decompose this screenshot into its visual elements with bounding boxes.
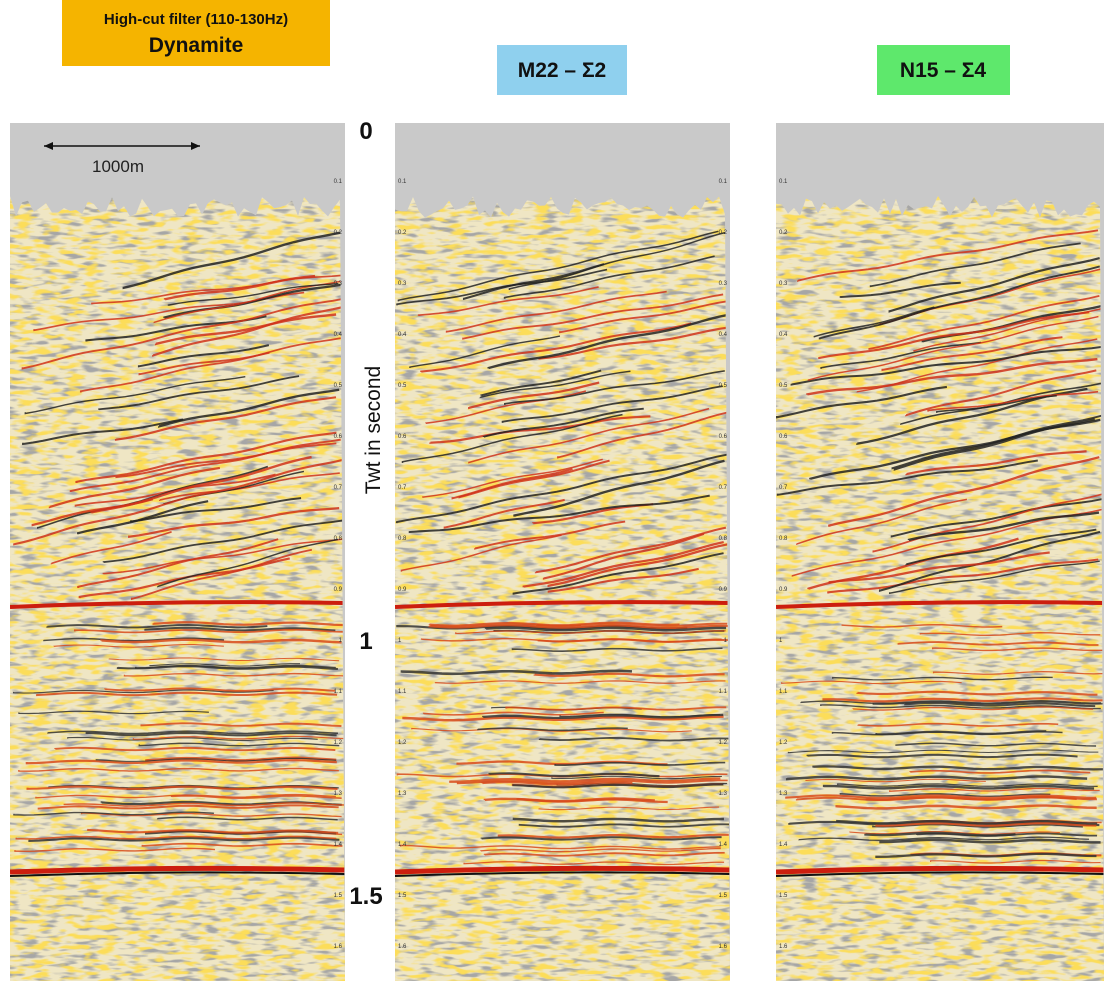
minor-tick-label: 0.8 [334, 536, 343, 542]
filter-note: High-cut filter (110-130Hz) [104, 11, 288, 28]
seismic-panel: 0.10.20.30.40.50.60.70.80.911.11.21.31.4… [776, 123, 1104, 981]
panel-label: M22 – Σ2 [518, 59, 606, 82]
major-tick-label: 1 [359, 628, 372, 655]
minor-tick-label: 0.1 [719, 179, 728, 185]
minor-tick-label: 0.8 [779, 536, 788, 542]
minor-tick-label: 1.1 [719, 689, 728, 695]
minor-tick-label: 0.1 [398, 179, 407, 185]
minor-tick-label: 1.6 [719, 944, 728, 950]
minor-tick-label: 0.3 [719, 281, 728, 287]
minor-tick-label: 1.5 [779, 893, 788, 899]
minor-tick-label: 1.5 [719, 893, 728, 899]
minor-tick-label: 0.4 [334, 332, 343, 338]
minor-tick-label: 0.8 [719, 536, 728, 542]
minor-tick-label: 0.7 [334, 485, 343, 491]
minor-tick-label: 1.5 [334, 893, 343, 899]
panels: 0.1 0.2 0.3 0.4 0.5 0.6 0.7 0.8 0.9 1 1.1 1.2 1.3 1.4… [10, 123, 1104, 981]
minor-tick-label: 1.4 [398, 842, 407, 848]
major-tick-label: 1.5 [349, 883, 382, 910]
minor-tick-label: 0.5 [334, 383, 343, 389]
minor-tick-label: 1.6 [334, 944, 343, 950]
minor-tick-label: 0.3 [334, 281, 343, 287]
texture [776, 190, 1104, 981]
minor-tick-label: 1.2 [334, 740, 343, 746]
minor-tick-label: 0.9 [779, 587, 788, 593]
panel-label: Dynamite [149, 34, 244, 57]
minor-tick-label: 1.4 [719, 842, 728, 848]
minor-tick-label: 1.5 [398, 893, 407, 899]
scale-label: 1000m [92, 157, 144, 176]
minor-tick-label: 1.1 [398, 689, 407, 695]
seismic-panel: 0.1 0.1 0.2 0.2 0.3 0.3 0.4 0.4 0.5 0.5 0.6 0.6 0.7 0… [395, 123, 730, 981]
seismic-panel: 0.10.20.30.40.50.60.70.80.911.11.21.31.4… [10, 123, 345, 981]
minor-tick-label: 0.5 [719, 383, 728, 389]
minor-tick-label: 1.3 [779, 791, 788, 797]
minor-tick-label: 1.6 [779, 944, 788, 950]
texture [395, 190, 730, 981]
minor-tick-label: 1.2 [719, 740, 728, 746]
minor-tick-label: 0.2 [334, 230, 343, 236]
minor-tick-label: 0.3 [779, 281, 788, 287]
minor-tick-label: 0.8 [398, 536, 407, 542]
panel-label: N15 – Σ4 [900, 59, 986, 82]
minor-tick-label: 1.3 [719, 791, 728, 797]
minor-tick-label: 0.1 [779, 179, 788, 185]
minor-tick-label: 0.4 [719, 332, 728, 338]
minor-tick-label: 0.2 [398, 230, 407, 236]
minor-tick-label: 1.4 [779, 842, 788, 848]
minor-tick-label: 0.7 [398, 485, 407, 491]
minor-tick-label: 1.3 [398, 791, 407, 797]
minor-tick-label: 0.5 [779, 383, 788, 389]
minor-tick-label: 1.2 [779, 740, 788, 746]
minor-tick-label: 1.2 [398, 740, 407, 746]
minor-tick-label: 0.6 [398, 434, 407, 440]
minor-tick-label: 0.2 [719, 230, 728, 236]
minor-tick-label: 1.1 [779, 689, 788, 695]
minor-tick-label: 0.6 [779, 434, 788, 440]
figure: High-cut filter (110-130Hz) Dynamite M22… [0, 0, 1104, 981]
axis-label: Twt in second [362, 366, 385, 494]
minor-tick-label: 0.9 [334, 587, 343, 593]
minor-tick-label: 0.5 [398, 383, 407, 389]
minor-tick-label: 0.4 [779, 332, 788, 338]
minor-tick-label: 0.9 [398, 587, 407, 593]
texture [10, 190, 345, 981]
minor-tick-label: 0.1 [334, 179, 343, 185]
minor-tick-label: 1.6 [398, 944, 407, 950]
minor-tick-label: 1.1 [334, 689, 343, 695]
minor-tick-label: 0.6 [719, 434, 728, 440]
minor-tick-label: 0.7 [779, 485, 788, 491]
minor-tick-label: 1.4 [334, 842, 343, 848]
minor-tick-label: 0.7 [719, 485, 728, 491]
major-tick-label: 0 [359, 118, 372, 145]
minor-tick-label: 1.3 [334, 791, 343, 797]
minor-tick-label: 0.3 [398, 281, 407, 287]
minor-tick-label: 0.4 [398, 332, 407, 338]
axis: 011.5 [349, 118, 382, 910]
minor-tick-label: 0.6 [334, 434, 343, 440]
minor-tick-label: 0.2 [779, 230, 788, 236]
minor-tick-label: 0.9 [719, 587, 728, 593]
noise-orange [776, 190, 1104, 981]
